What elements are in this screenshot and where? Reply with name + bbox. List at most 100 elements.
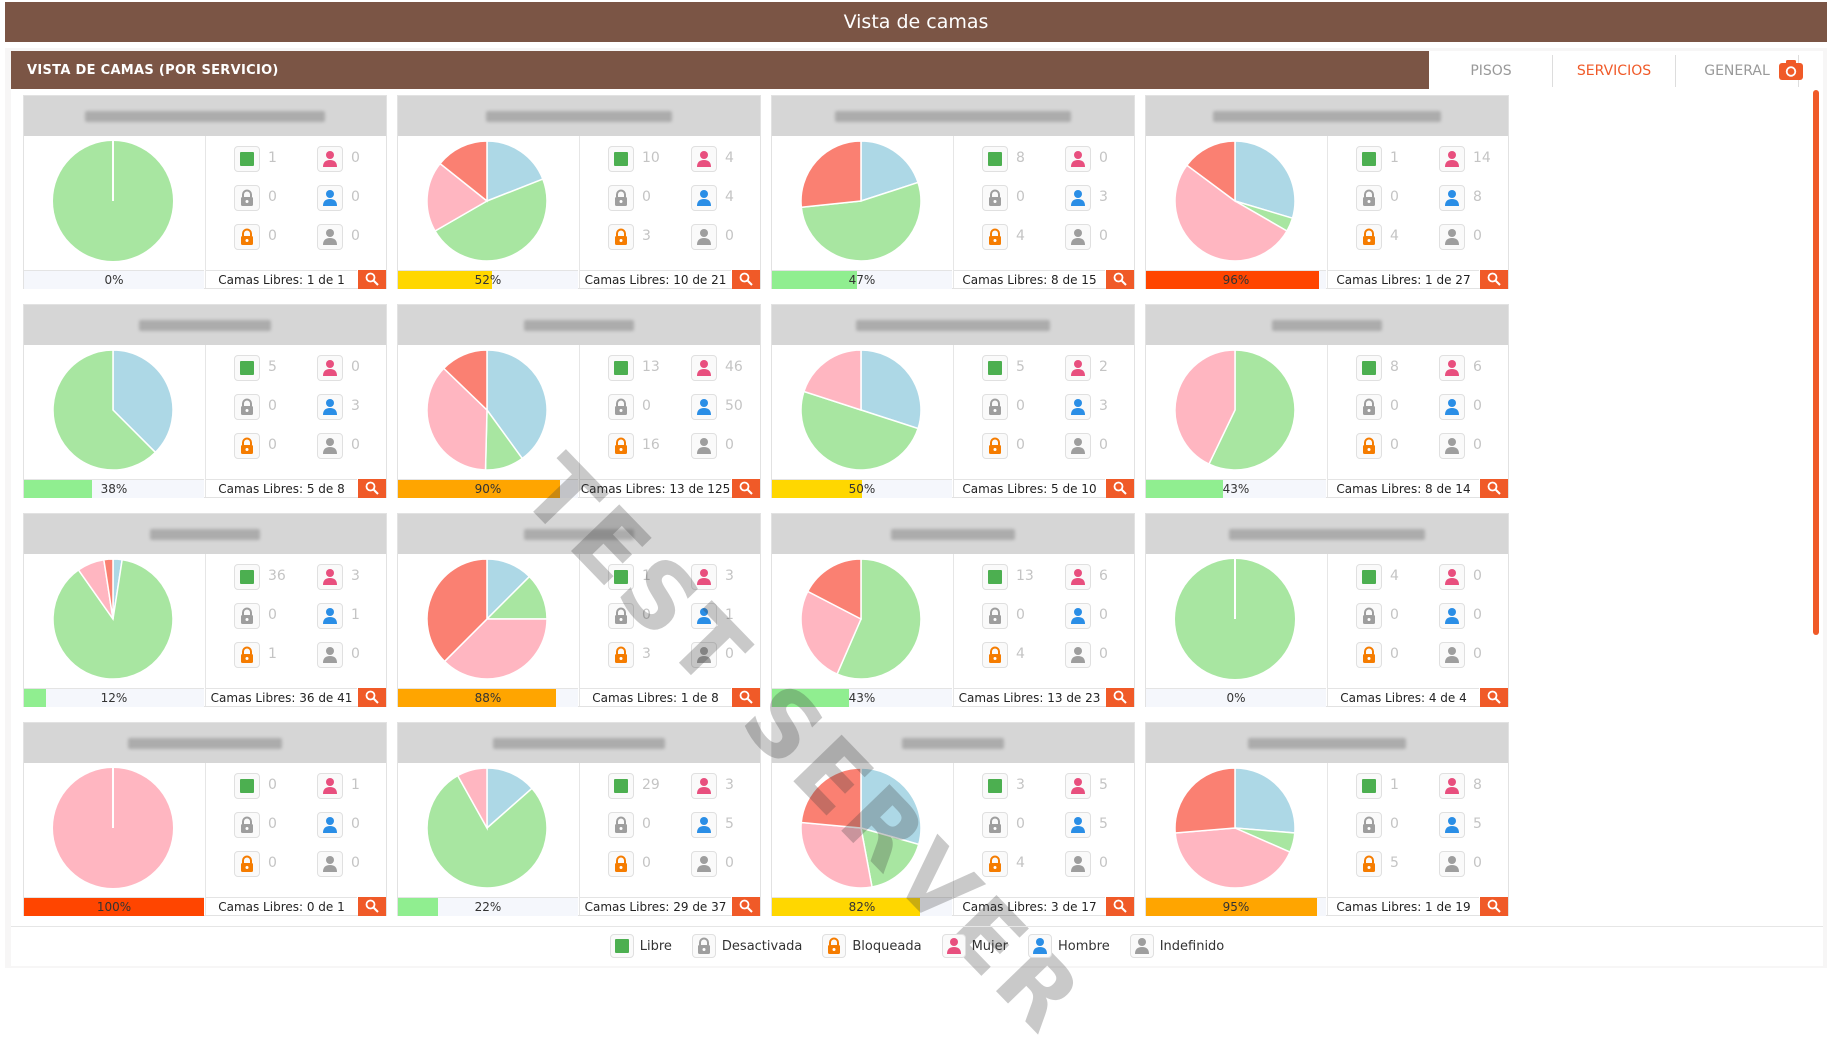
lock-gray-icon xyxy=(234,603,260,629)
pie-slice-hombre xyxy=(860,767,922,846)
lock-gray-icon xyxy=(982,185,1008,211)
search-button[interactable] xyxy=(1106,688,1134,707)
female-icon xyxy=(1439,146,1465,172)
divider xyxy=(1327,763,1328,915)
redacted-service-name xyxy=(486,110,672,122)
female-icon xyxy=(317,146,343,172)
pie-slice-mujer xyxy=(443,618,548,680)
occupancy-percent: 82% xyxy=(848,900,876,914)
search-button[interactable] xyxy=(732,479,760,498)
libre-icon xyxy=(608,773,634,799)
service-card-header xyxy=(398,96,760,136)
occupancy-bar: 82% xyxy=(772,897,952,916)
occupancy-pie-chart xyxy=(52,349,174,471)
male-icon xyxy=(1439,812,1465,838)
service-card: 3 0 4 5 5 0 82% Camas Libres: 3 de 17 xyxy=(771,722,1135,916)
search-button[interactable] xyxy=(1480,688,1508,707)
redacted-service-name xyxy=(1229,528,1425,540)
count-indefinido: 0 xyxy=(725,437,734,453)
occupancy-bar-fill xyxy=(1146,271,1319,289)
tab-pisos[interactable]: PISOS xyxy=(1430,55,1553,87)
occupancy-bar-fill xyxy=(24,689,46,707)
service-card: 8 0 0 6 0 0 43% Camas Libres: 8 de 14 xyxy=(1145,304,1509,498)
service-card-header xyxy=(1146,723,1508,763)
service-card-header xyxy=(24,305,386,345)
male-icon xyxy=(691,394,717,420)
male-icon xyxy=(1439,394,1465,420)
search-button[interactable] xyxy=(1106,897,1134,916)
count-hombre: 0 xyxy=(351,189,360,205)
count-indefinido: 0 xyxy=(725,855,734,871)
redacted-service-name xyxy=(85,110,325,122)
count-desactivada: 0 xyxy=(1016,189,1025,205)
search-button[interactable] xyxy=(732,270,760,289)
count-mujer: 46 xyxy=(725,359,743,375)
libre-icon xyxy=(608,146,634,172)
camera-icon[interactable] xyxy=(1778,58,1804,82)
legend-mujer-label: Mujer xyxy=(971,938,1008,954)
service-card: 13 0 4 6 0 0 43% Camas Libres: 13 de 23 xyxy=(771,513,1135,707)
lock-orange-icon xyxy=(234,851,260,877)
legend-hombre-label: Hombre xyxy=(1057,938,1110,954)
search-button[interactable] xyxy=(1480,897,1508,916)
libre-icon xyxy=(608,564,634,590)
free-beds-label: Camas Libres: 4 de 4 xyxy=(1328,688,1479,707)
search-button[interactable] xyxy=(1106,270,1134,289)
scrollbar[interactable] xyxy=(1813,90,1819,635)
male-icon xyxy=(691,603,717,629)
lock-gray-icon xyxy=(982,812,1008,838)
pie-slice-libre xyxy=(52,349,157,471)
occupancy-bar-fill xyxy=(398,689,557,707)
count-libre: 13 xyxy=(642,359,660,375)
search-icon xyxy=(365,690,379,704)
search-icon xyxy=(739,690,753,704)
lock-gray-icon xyxy=(1356,185,1382,211)
search-button[interactable] xyxy=(358,897,386,916)
lock-orange-icon xyxy=(608,224,634,250)
search-icon xyxy=(739,899,753,913)
occupancy-bar: 52% xyxy=(398,270,578,289)
search-button[interactable] xyxy=(732,688,760,707)
occupancy-bar-fill xyxy=(398,480,560,498)
count-desactivada: 0 xyxy=(268,816,277,832)
lock-orange-icon xyxy=(1356,642,1382,668)
count-desactivada: 0 xyxy=(1390,607,1399,623)
occupancy-percent: 38% xyxy=(100,482,128,496)
search-icon xyxy=(739,272,753,286)
occupancy-percent: 12% xyxy=(100,691,128,705)
undefined-person-icon xyxy=(1065,851,1091,877)
count-libre: 5 xyxy=(268,359,277,375)
free-beds-label: Camas Libres: 5 de 10 xyxy=(954,479,1105,498)
pie-slice-bloqueada xyxy=(439,140,488,203)
search-button[interactable] xyxy=(358,270,386,289)
female-icon xyxy=(691,564,717,590)
redacted-service-name xyxy=(1272,319,1382,331)
tab-servicios[interactable]: SERVICIOS xyxy=(1553,55,1676,87)
occupancy-percent: 0% xyxy=(104,273,124,287)
search-button[interactable] xyxy=(358,479,386,498)
male-icon xyxy=(1439,185,1465,211)
undefined-person-icon xyxy=(1065,642,1091,668)
pie-slice-hombre xyxy=(486,349,548,460)
count-hombre: 3 xyxy=(1099,189,1108,205)
free-beds-label: Camas Libres: 8 de 15 xyxy=(954,270,1105,289)
count-hombre: 3 xyxy=(1099,398,1108,414)
redacted-service-name xyxy=(901,737,1005,749)
female-icon xyxy=(1065,564,1091,590)
free-beds-label: Camas Libres: 10 de 21 xyxy=(580,270,731,289)
search-icon xyxy=(1487,690,1501,704)
search-button[interactable] xyxy=(1480,270,1508,289)
occupancy-pie-chart xyxy=(1175,559,1295,679)
female-icon xyxy=(1439,773,1465,799)
count-desactivada: 0 xyxy=(642,816,651,832)
pie-slice-libre xyxy=(52,558,174,680)
pie-slice-hombre xyxy=(860,140,920,203)
search-button[interactable] xyxy=(1480,479,1508,498)
pie-slice-mujer xyxy=(802,349,862,412)
service-card-header xyxy=(1146,96,1508,136)
service-card-header xyxy=(772,514,1134,554)
search-button[interactable] xyxy=(1106,479,1134,498)
divider xyxy=(205,554,206,706)
search-button[interactable] xyxy=(732,897,760,916)
search-button[interactable] xyxy=(358,688,386,707)
